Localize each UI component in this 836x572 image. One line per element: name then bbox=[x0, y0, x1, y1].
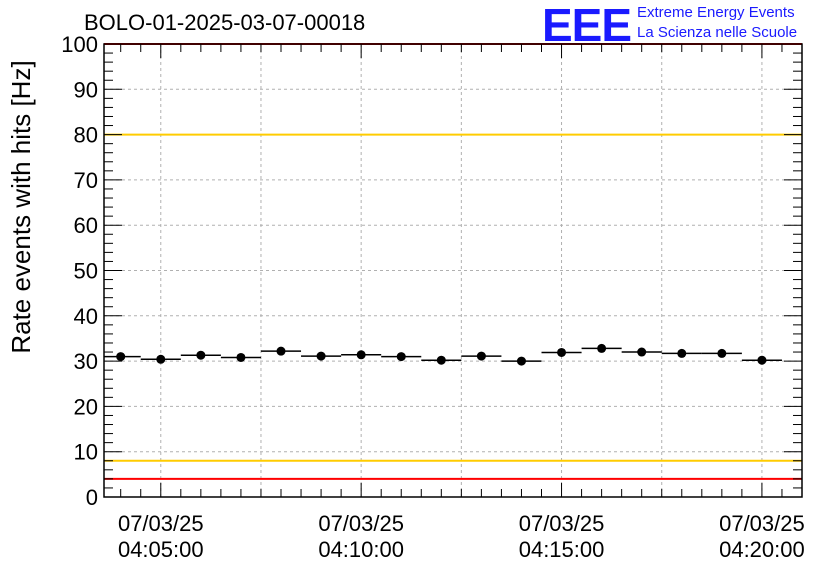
x-tick-label-time: 04:15:00 bbox=[519, 537, 605, 562]
x-tick-label-date: 07/03/25 bbox=[318, 511, 404, 536]
y-tick-label: 30 bbox=[74, 349, 98, 374]
y-tick-label: 80 bbox=[74, 123, 98, 148]
data-point bbox=[316, 351, 326, 361]
data-point bbox=[396, 352, 406, 362]
reference-lines bbox=[104, 43, 802, 480]
y-tick-label: 60 bbox=[74, 213, 98, 238]
eee-logo-mark: EEE bbox=[542, 0, 632, 51]
data-series bbox=[104, 343, 782, 366]
data-point bbox=[677, 348, 687, 358]
y-tick-label: 100 bbox=[61, 32, 98, 57]
y-tick-label: 90 bbox=[74, 77, 98, 102]
data-point bbox=[717, 348, 727, 358]
data-point bbox=[557, 347, 567, 357]
chart-title: BOLO-01-2025-03-07-00018 bbox=[84, 10, 366, 35]
y-tick-label: 70 bbox=[74, 168, 98, 193]
data-point bbox=[156, 354, 166, 364]
y-tick-label: 20 bbox=[74, 394, 98, 419]
x-tick-label-date: 07/03/25 bbox=[118, 511, 204, 536]
logo-tagline-1: Extreme Energy Events bbox=[637, 4, 795, 21]
data-point bbox=[116, 352, 126, 362]
y-tick-label: 10 bbox=[74, 440, 98, 465]
data-point bbox=[236, 352, 246, 362]
grid bbox=[104, 44, 802, 497]
y-axis-label: Rate events with hits [Hz] bbox=[6, 60, 36, 353]
y-tick-label: 50 bbox=[74, 259, 98, 284]
x-tick-label-date: 07/03/25 bbox=[519, 511, 605, 536]
x-tick-label-time: 04:10:00 bbox=[318, 537, 404, 562]
x-tick-label-time: 04:20:00 bbox=[719, 537, 805, 562]
data-point bbox=[516, 356, 526, 366]
eee-logo: EEE Extreme Energy Events La Scienza nel… bbox=[542, 0, 832, 51]
x-tick-label-time: 04:05:00 bbox=[118, 537, 204, 562]
data-point bbox=[597, 343, 607, 353]
data-point bbox=[356, 350, 366, 360]
data-point bbox=[637, 347, 647, 357]
x-tick-label-date: 07/03/25 bbox=[719, 511, 805, 536]
axes: 010203040506070809010007/03/2504:05:0007… bbox=[61, 32, 804, 562]
y-tick-label: 40 bbox=[74, 304, 98, 329]
logo-tagline-2: La Scienza nelle Scuole bbox=[637, 24, 798, 41]
data-point bbox=[196, 350, 206, 360]
y-tick-label: 0 bbox=[86, 485, 98, 510]
data-point bbox=[436, 355, 446, 365]
data-point bbox=[276, 346, 286, 356]
data-point bbox=[476, 351, 486, 361]
data-point bbox=[757, 355, 767, 365]
